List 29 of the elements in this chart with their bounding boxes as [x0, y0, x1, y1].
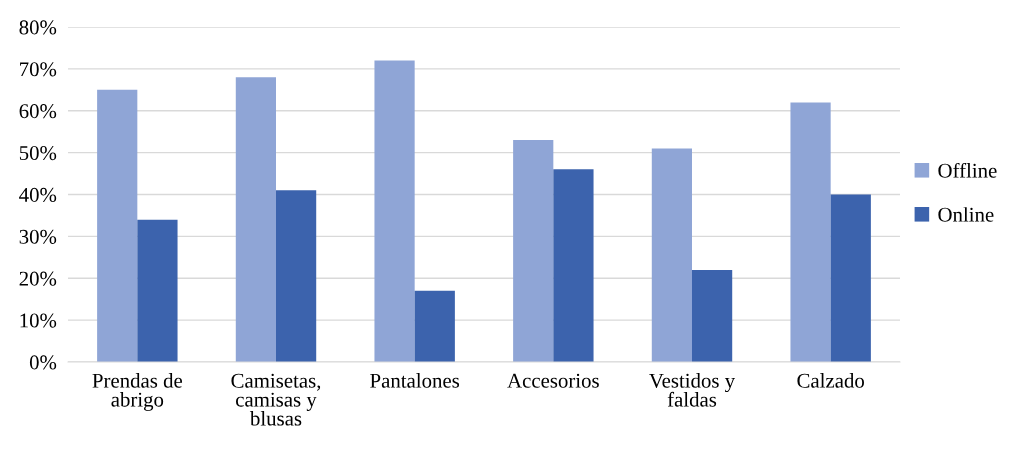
bar	[235, 77, 276, 362]
bar	[374, 60, 415, 362]
bar	[692, 269, 733, 362]
bar	[513, 140, 554, 362]
y-tick-label: 30%	[19, 229, 57, 244]
bar	[414, 290, 455, 362]
x-tick-label: Calzado	[797, 373, 864, 388]
bar	[276, 190, 317, 362]
bar	[651, 148, 692, 362]
y-tick-label: 70%	[20, 62, 57, 77]
y-tick-label: 60%	[19, 104, 57, 119]
y-tick-label: 0%	[29, 355, 57, 370]
x-tick-label: Pantalones	[370, 373, 460, 388]
bar	[137, 219, 178, 362]
x-tick-label: Accesorios	[507, 373, 599, 388]
y-tick-label: 80%	[19, 20, 57, 35]
bar	[830, 194, 871, 362]
x-tick-label: Camisetas, camisas y blusas	[231, 373, 321, 426]
y-tick-label: 40%	[19, 187, 57, 202]
bar	[790, 102, 831, 362]
y-tick-label: 10%	[20, 313, 57, 328]
bar	[553, 169, 594, 362]
legend-label: Offline	[938, 162, 997, 178]
y-tick-label: 20%	[19, 271, 57, 286]
x-tick-label: Prendas de abrigo	[92, 373, 183, 411]
bar	[97, 89, 138, 362]
x-tick-label: Vestidos y faldas	[649, 373, 736, 407]
legend-label: Online	[938, 207, 994, 222]
y-tick-label: 50%	[19, 146, 57, 161]
